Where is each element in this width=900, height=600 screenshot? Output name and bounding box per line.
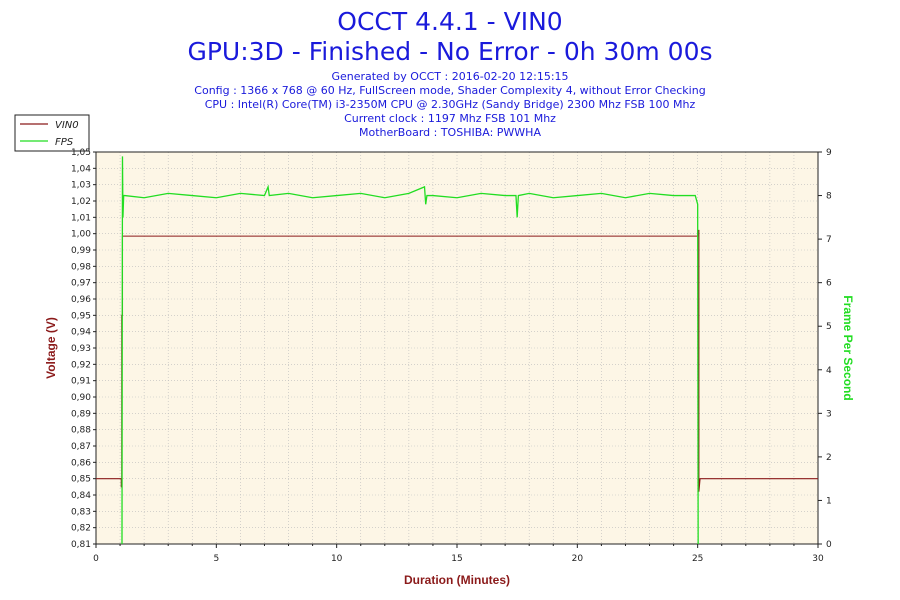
- y-tick-label: 0,86: [71, 458, 91, 468]
- y2-tick-label: 2: [826, 453, 832, 463]
- info-generated: Generated by OCCT : 2016-02-20 12:15:15: [331, 70, 568, 83]
- y-tick-label: 0,85: [71, 475, 91, 485]
- legend-box: [14, 114, 90, 152]
- x-tick-label: 20: [572, 554, 584, 564]
- y-tick-label: 0,95: [71, 311, 91, 321]
- x-tick-label: 0: [93, 554, 99, 564]
- y-tick-label: 0,96: [71, 295, 91, 305]
- legend-label-vin0: VIN0: [55, 120, 79, 131]
- y2-tick-label: 7: [826, 235, 832, 245]
- y-tick-label: 0,99: [71, 246, 91, 256]
- y-tick-label: 0,91: [71, 377, 91, 387]
- info-config: Config : 1366 x 768 @ 60 Hz, FullScreen …: [194, 84, 705, 97]
- y-tick-label: 0,84: [71, 491, 91, 501]
- x-tick-label: 15: [451, 554, 462, 564]
- x-tick-label: 25: [692, 554, 703, 564]
- info-clock: Current clock : 1197 Mhz FSB 101 Mhz: [344, 112, 556, 125]
- legend: VIN0 FPS: [14, 114, 90, 152]
- y-axis-title: Voltage (V): [44, 317, 58, 379]
- x-tick-label: 10: [331, 554, 343, 564]
- y2-tick-label: 1: [826, 496, 832, 506]
- y-tick-label: 0,92: [71, 360, 91, 370]
- y-tick-label: 0,87: [71, 442, 91, 452]
- axes: 0,81 0,82 0,83 0,84 0,85 0,86 0,87 0,88 0,89 0,90…: [71, 148, 832, 564]
- chart-subtitle: GPU:3D - Finished - No Error - 0h 30m 00…: [187, 37, 712, 66]
- series: [96, 156, 818, 545]
- x-tick-label: 5: [213, 554, 219, 564]
- y2-tick-label: 4: [826, 366, 832, 376]
- y-tick-label: 1,00: [71, 230, 91, 240]
- plot-border: [95, 151, 819, 545]
- x-tick-label: 30: [812, 554, 824, 564]
- y2-tick-label: 3: [826, 409, 832, 419]
- y-tick-label: 1,05: [71, 148, 91, 158]
- chart-title: OCCT 4.4.1 - VIN0: [337, 7, 562, 36]
- y2-tick-label: 9: [826, 148, 832, 158]
- y2-tick-label: 0: [826, 540, 832, 550]
- info-cpu: CPU : Intel(R) Core(TM) i3-2350M CPU @ 2…: [205, 98, 696, 111]
- y-tick-label: 0,83: [71, 507, 91, 517]
- y2-axis-title: Frame Per Second: [841, 295, 855, 400]
- y-tick-label: 0,88: [71, 426, 91, 436]
- y2-tick-label: 6: [826, 279, 832, 289]
- y-tick-label: 1,03: [71, 181, 91, 191]
- y-tick-label: 0,94: [71, 328, 91, 338]
- y-tick-label: 0,89: [71, 409, 91, 419]
- y-tick-label: 0,98: [71, 262, 91, 272]
- legend-label-fps: FPS: [55, 137, 74, 148]
- y-tick-label: 0,82: [71, 524, 91, 534]
- y2-tick-label: 8: [826, 192, 832, 202]
- y-tick-label: 1,01: [71, 213, 91, 223]
- y-tick-label: 0,81: [71, 540, 91, 550]
- grid: [96, 152, 818, 544]
- series-line-fps: [121, 156, 699, 545]
- y-tick-label: 0,90: [71, 393, 91, 403]
- info-motherboard: MotherBoard : TOSHIBA: PWWHA: [359, 126, 541, 139]
- y-tick-label: 0,97: [71, 279, 91, 289]
- y-tick-label: 1,04: [71, 164, 91, 174]
- y-tick-label: 1,02: [71, 197, 91, 207]
- x-axis-title: Duration (Minutes): [404, 573, 510, 587]
- y-tick-label: 0,93: [71, 344, 91, 354]
- y2-tick-label: 5: [826, 322, 832, 332]
